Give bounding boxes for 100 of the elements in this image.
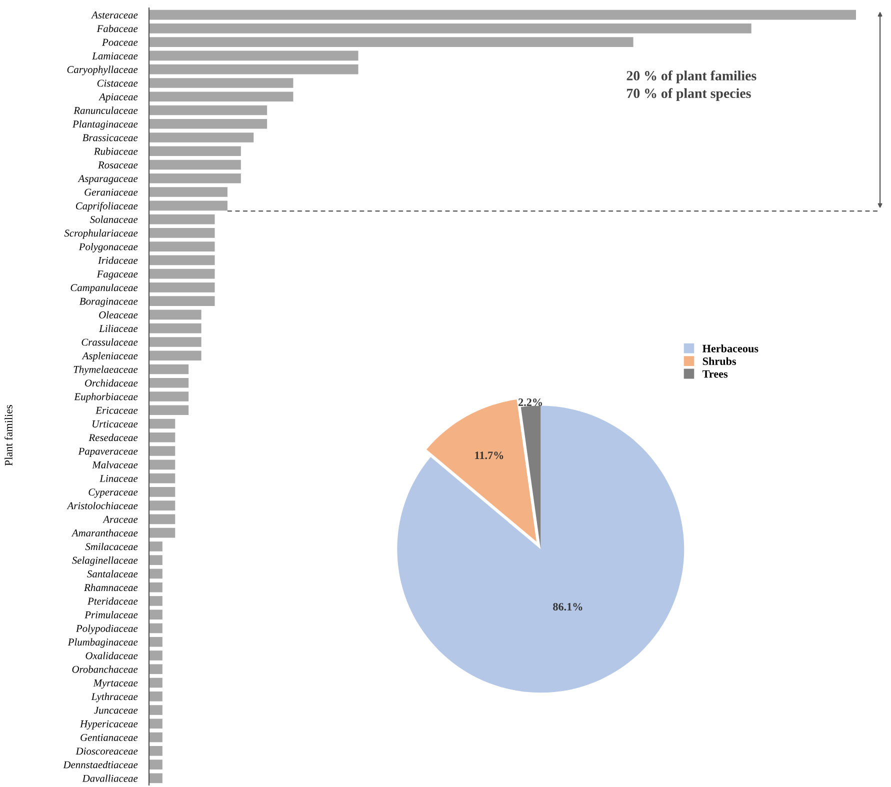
bar — [149, 446, 176, 456]
y-tick-label: Oxalidaceae — [86, 652, 138, 660]
annotation: 20 % of plant families 70 % of plant species — [626, 70, 756, 101]
y-tick-label: Aspleniaceae — [82, 352, 138, 362]
legend-label: Trees — [702, 370, 728, 378]
y-tick-label: Cistaceae — [97, 80, 138, 87]
bar — [149, 50, 358, 61]
bar — [149, 487, 176, 497]
data-label: 2.2% — [518, 398, 542, 406]
y-tick-label: Asparagaceae — [78, 175, 138, 184]
bar — [149, 718, 162, 729]
bar — [149, 542, 162, 552]
y-tick-label: Malvaceae — [92, 461, 138, 468]
y-tick-label: Davalliaceae — [82, 774, 138, 782]
bar — [149, 118, 268, 129]
y-tick-label: Asteraceae — [91, 12, 138, 19]
bar — [149, 378, 189, 388]
y-tick-label: Pteridaceae — [88, 597, 138, 605]
bar — [149, 582, 162, 592]
bar — [149, 337, 202, 347]
bar — [149, 555, 162, 565]
y-tick-label: Linaceae — [100, 475, 138, 482]
y-tick-label: Dennstaedtiaceae — [63, 760, 138, 768]
legend-label: Shrubs — [702, 357, 736, 366]
bar — [149, 760, 162, 770]
y-tick-label: Amaranthaceae — [71, 529, 138, 537]
bar — [149, 228, 215, 238]
bar — [149, 623, 162, 634]
bar — [149, 37, 634, 47]
y-tick-label: Hypericaceae — [80, 720, 138, 730]
bar — [149, 610, 162, 620]
bar — [149, 705, 162, 715]
y-tick-label: Santalaceae — [87, 570, 138, 578]
y-tick-label: Dioscoreaceae — [76, 748, 138, 755]
bar — [149, 636, 162, 647]
y-tick-label: Polygonaceae — [78, 242, 138, 252]
y-tick-label: Liliaceae — [99, 324, 138, 332]
bar — [149, 746, 162, 756]
y-tick-label: Orchidaceae — [85, 379, 138, 387]
bar — [149, 214, 215, 224]
y-axis-title: Plant families — [4, 405, 12, 466]
bar — [149, 242, 215, 252]
bar — [149, 187, 228, 197]
bar — [149, 78, 294, 88]
bar — [149, 568, 162, 579]
y-tick-label: Rhamnaceae — [84, 584, 138, 592]
y-tick-label: Ranunculaceae — [74, 106, 138, 114]
y-tick-label: Rubiaceae — [94, 148, 138, 155]
bar — [149, 132, 254, 142]
bar — [149, 24, 752, 34]
y-tick-label: Lamiaceae — [92, 52, 138, 60]
bar — [149, 64, 358, 74]
bar — [149, 500, 176, 510]
y-tick-label: Fabaceae — [96, 24, 138, 32]
y-tick-label: Polypodiaceae — [76, 624, 138, 634]
data-label: 86.1% — [553, 602, 582, 611]
y-tick-label: Araceae — [102, 516, 138, 523]
y-tick-label: Primulaceae — [84, 610, 138, 618]
y-tick-label: Brassicaceae — [82, 134, 138, 142]
data-label: 11.7% — [475, 452, 504, 460]
bar — [149, 514, 176, 524]
y-tick-label: Aristolochiaceae — [66, 502, 138, 510]
bar — [149, 268, 215, 279]
y-tick-label: Thymelaeaceae — [74, 366, 138, 376]
y-tick-label: Boraginaceae — [80, 298, 138, 307]
y-tick-label: Euphorbiaceae — [74, 392, 138, 402]
y-tick-label: Lythraceae — [91, 692, 138, 702]
y-tick-label: Caprifoliaceae — [76, 202, 138, 212]
bar — [149, 282, 215, 292]
bar — [149, 200, 228, 211]
y-tick-label: Gentianaceae — [80, 734, 138, 742]
bar — [149, 310, 202, 320]
bar — [149, 678, 162, 688]
y-tick-label: Myrtaceae — [93, 680, 138, 689]
bar — [149, 528, 176, 538]
y-tick-label: Cyperaceae — [88, 488, 138, 498]
y-tick-label: Juncaceae — [94, 706, 138, 714]
bar — [149, 296, 215, 306]
bar — [149, 10, 856, 20]
bar — [149, 432, 176, 442]
y-tick-label: Urticaceae — [92, 420, 138, 428]
bar — [149, 418, 176, 429]
y-tick-label: Scrophulariaceae — [64, 229, 138, 239]
y-tick-label: Apiaceae — [98, 93, 138, 102]
bar — [149, 773, 162, 784]
y-tick-label: Resedaceae — [88, 434, 138, 442]
y-tick-label: Plumbaginaceae — [68, 638, 138, 648]
bar — [149, 105, 268, 116]
bar — [149, 146, 241, 156]
bar — [149, 664, 162, 674]
bar — [149, 473, 176, 484]
bar — [149, 691, 162, 702]
y-tick-label: Orobanchaceae — [72, 666, 138, 673]
bar — [149, 732, 162, 742]
bar — [149, 392, 189, 402]
bar — [149, 255, 215, 266]
bar — [149, 364, 189, 374]
y-tick-label: Poaceae — [102, 38, 138, 46]
bar — [149, 160, 241, 170]
y-tick-label: Selaginellaceae — [72, 556, 138, 566]
